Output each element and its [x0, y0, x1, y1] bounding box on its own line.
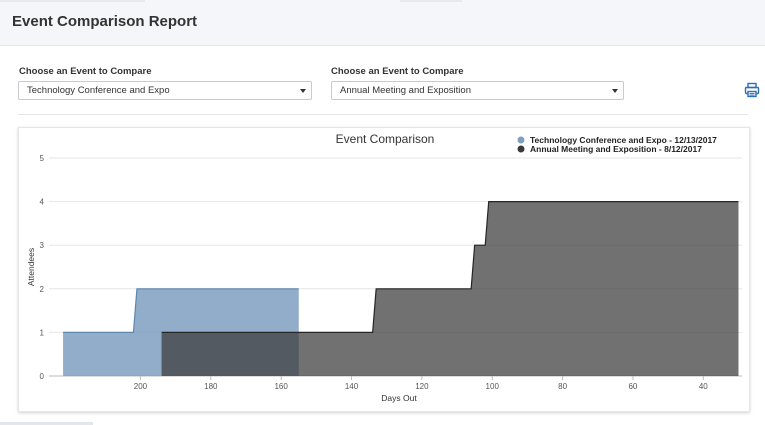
y-tick-label: 2: [40, 285, 45, 294]
chart-canvas: 0 1 2 3 4 5 200 180 160 140 120 100 80 60 40 Event Com…: [26, 132, 742, 403]
x-tick-label: 140: [345, 382, 359, 391]
printer-icon-graphic: [744, 82, 760, 98]
legend-marker-1: [517, 136, 525, 144]
event-2-value: Annual Meeting and Exposition: [340, 85, 471, 96]
x-tick-label: 120: [415, 382, 429, 391]
series-line-1: [63, 288, 299, 333]
chart-legend: Technology Conference and Expo - 12/13/2…: [517, 135, 717, 154]
y-tick-label: 0: [40, 372, 45, 381]
x-tick-label: 100: [486, 382, 500, 391]
chart-title: Event Comparison: [336, 132, 435, 146]
y-tick-label: 1: [40, 328, 45, 337]
x-tick-label: 180: [204, 382, 218, 391]
y-tick-label: 5: [40, 154, 45, 163]
event-2-label: Choose an Event to Compare: [331, 66, 464, 77]
event-1-select[interactable]: Technology Conference and Expo: [18, 81, 312, 100]
x-tick-label: 80: [558, 382, 567, 391]
legend-label-1: Technology Conference and Expo - 12/13/2…: [530, 135, 717, 145]
event-1-label: Choose an Event to Compare: [19, 66, 152, 77]
x-tick-label: 40: [699, 382, 708, 391]
header-accent-line: [0, 0, 145, 2]
legend-marker-2: [517, 145, 525, 153]
footer-tab-edge: [0, 422, 93, 425]
section-divider: [18, 114, 748, 115]
chevron-down-icon: [612, 89, 618, 93]
header-accent-line: [400, 0, 462, 2]
y-tick-label: 4: [40, 198, 45, 207]
y-tick-label: 3: [40, 241, 45, 250]
event-comparison-chart: 0 1 2 3 4 5 200 180 160 140 120 100 80 60 40 Event Com…: [18, 127, 750, 412]
page-header: Event Comparison Report: [0, 0, 765, 46]
axes: 0 1 2 3 4 5 200 180 160 140 120 100 80 60 40: [40, 154, 709, 391]
legend-label-2: Annual Meeting and Exposition - 8/12/201…: [530, 144, 702, 154]
y-axis-title: Attendees: [26, 248, 36, 286]
x-tick-label: 160: [274, 382, 288, 391]
x-tick-label: 200: [134, 382, 148, 391]
chevron-down-icon: [300, 89, 306, 93]
event-1-value: Technology Conference and Expo: [27, 85, 170, 96]
series-line-2: [161, 201, 739, 333]
printer-icon[interactable]: [744, 82, 760, 98]
x-axis-title: Days Out: [381, 393, 417, 403]
x-tick-label: 60: [628, 382, 637, 391]
series-areas: [63, 201, 739, 376]
event-2-select[interactable]: Annual Meeting and Exposition: [331, 81, 624, 100]
page-title: Event Comparison Report: [12, 13, 198, 30]
